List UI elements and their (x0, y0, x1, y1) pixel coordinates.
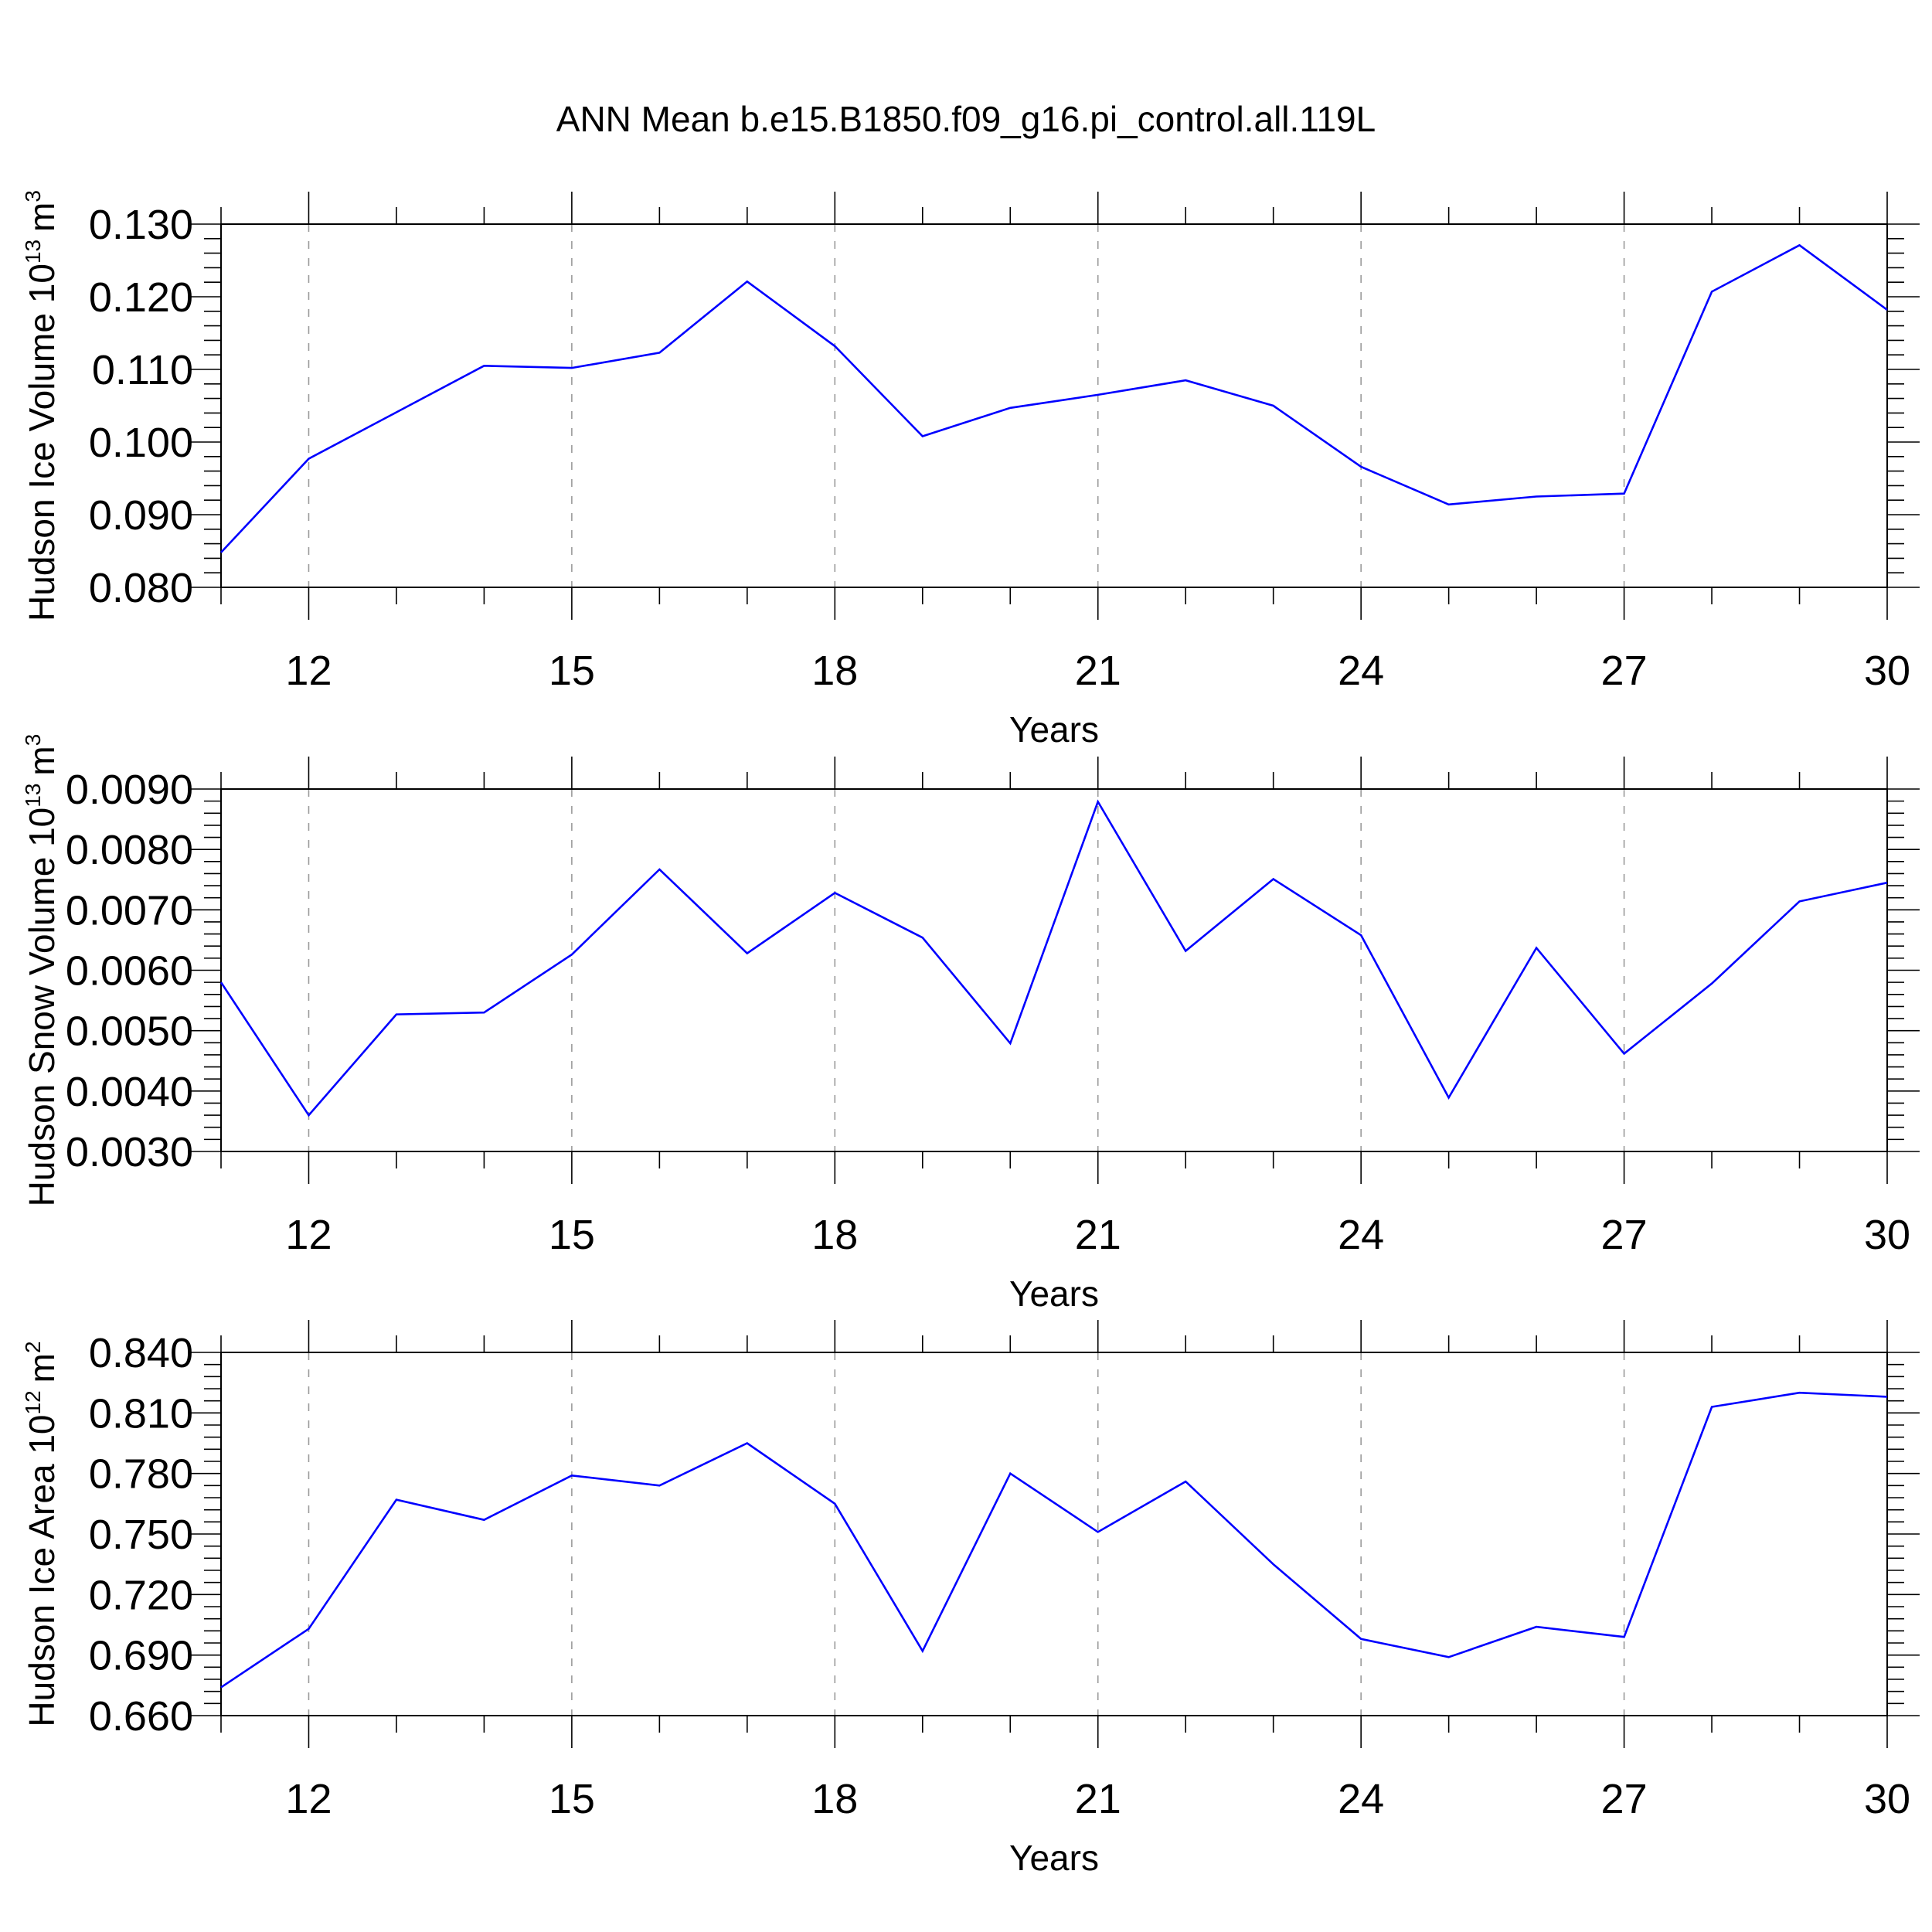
x-tick-label: 21 (1075, 648, 1121, 694)
x-tick-label: 12 (285, 1212, 332, 1258)
y-tick-label: 0.120 (89, 274, 193, 321)
x-axis-title: Years (1009, 709, 1099, 750)
y-axis-title-text: Hudson Snow Volume 10 (22, 808, 62, 1207)
x-tick-label: 30 (1864, 1212, 1910, 1258)
x-tick-label: 15 (549, 1212, 595, 1258)
x-tick-label: 15 (549, 648, 595, 694)
figure-title: ANN Mean b.e15.B1850.f09_g16.pi_control.… (556, 99, 1376, 139)
series-line (220, 243, 1888, 553)
y-tick-label: 0.130 (89, 202, 193, 248)
y-axis-title-unit-exponent: 2 (21, 1341, 45, 1353)
y-axis-title-exponent: 12 (21, 1390, 45, 1414)
x-axis-title: Years (1009, 1838, 1099, 1878)
y-axis-title-unit-exponent: 3 (21, 190, 45, 202)
y-axis-title-text: Hudson Ice Volume 10 (22, 264, 62, 621)
x-tick-label: 18 (811, 1212, 858, 1258)
x-tick-label: 27 (1601, 648, 1648, 694)
x-tick-label: 30 (1864, 1776, 1910, 1822)
y-tick-label: 0.810 (89, 1390, 193, 1437)
x-tick-label: 27 (1601, 1776, 1648, 1822)
y-tick-label: 0.0030 (66, 1129, 193, 1175)
panel-1: 12 15 18 21 24 27 30 0.080 0.090 0.100 0.110 0.120 0… (21, 190, 1920, 750)
y-tick-label: 0.0050 (66, 1009, 193, 1055)
plot-frame (220, 223, 1888, 588)
y-axis-title: Hudson Ice Volume 1013 m3 (21, 190, 62, 621)
y-tick-label: 0.0070 (66, 887, 193, 934)
x-tick-label: 21 (1075, 1776, 1121, 1822)
y-axis-title-exponent: 13 (21, 240, 45, 264)
x-tick-label: 15 (549, 1776, 595, 1822)
x-tick-label: 24 (1338, 1776, 1384, 1822)
y-tick-label: 0.0090 (66, 767, 193, 813)
y-tick-label: 0.840 (89, 1330, 193, 1376)
y-tick-label: 0.690 (89, 1633, 193, 1679)
y-axis-title-unit: m (22, 1353, 62, 1383)
series-line (220, 1391, 1888, 1689)
y-tick-label: 0.110 (92, 347, 193, 393)
x-tick-label: 18 (811, 648, 858, 694)
x-tick-label: 12 (285, 648, 332, 694)
x-tick-label: 18 (811, 1776, 858, 1822)
y-axis-title-unit: m (22, 746, 62, 775)
y-tick-label: 0.0040 (66, 1069, 193, 1115)
y-tick-label: 0.080 (89, 565, 193, 611)
x-tick-label: 24 (1338, 648, 1384, 694)
y-tick-label: 0.720 (89, 1572, 193, 1618)
x-tick-label: 12 (285, 1776, 332, 1822)
y-tick-label: 0.660 (89, 1693, 193, 1740)
x-axis-title: Years (1009, 1274, 1099, 1314)
y-tick-label: 0.750 (89, 1512, 193, 1558)
panels: 12 15 18 21 24 27 30 0.080 0.090 0.100 0.110 0.120 0… (21, 190, 1920, 1878)
panel-3: 12 15 18 21 24 27 30 0.660 0.690 0.720 0.750 0.780 0… (21, 1320, 1920, 1878)
y-axis-title-exponent: 13 (21, 784, 45, 808)
y-tick-label: 0.0080 (66, 827, 193, 873)
y-axis-title: Hudson Ice Area 1012 m2 (21, 1341, 62, 1726)
y-axis-title: Hudson Snow Volume 1013 m3 (21, 734, 62, 1207)
y-tick-label: 0.090 (89, 492, 193, 539)
y-tick-label: 0.0060 (66, 948, 193, 995)
x-tick-label: 21 (1075, 1212, 1121, 1258)
y-tick-label: 0.780 (89, 1451, 193, 1498)
y-tick-label: 0.100 (89, 420, 193, 466)
y-axis-title-unit-exponent: 3 (21, 734, 45, 747)
x-tick-label: 27 (1601, 1212, 1648, 1258)
x-tick-label: 24 (1338, 1212, 1384, 1258)
y-axis-title-text: Hudson Ice Area 10 (22, 1415, 62, 1727)
x-tick-label: 30 (1864, 648, 1910, 694)
y-axis-title-unit: m (22, 202, 62, 232)
series-line (219, 799, 1888, 1117)
panel-2: 12 15 18 21 24 27 30 0.0030 0.0040 0.0050 0.0060 0.… (21, 734, 1920, 1314)
